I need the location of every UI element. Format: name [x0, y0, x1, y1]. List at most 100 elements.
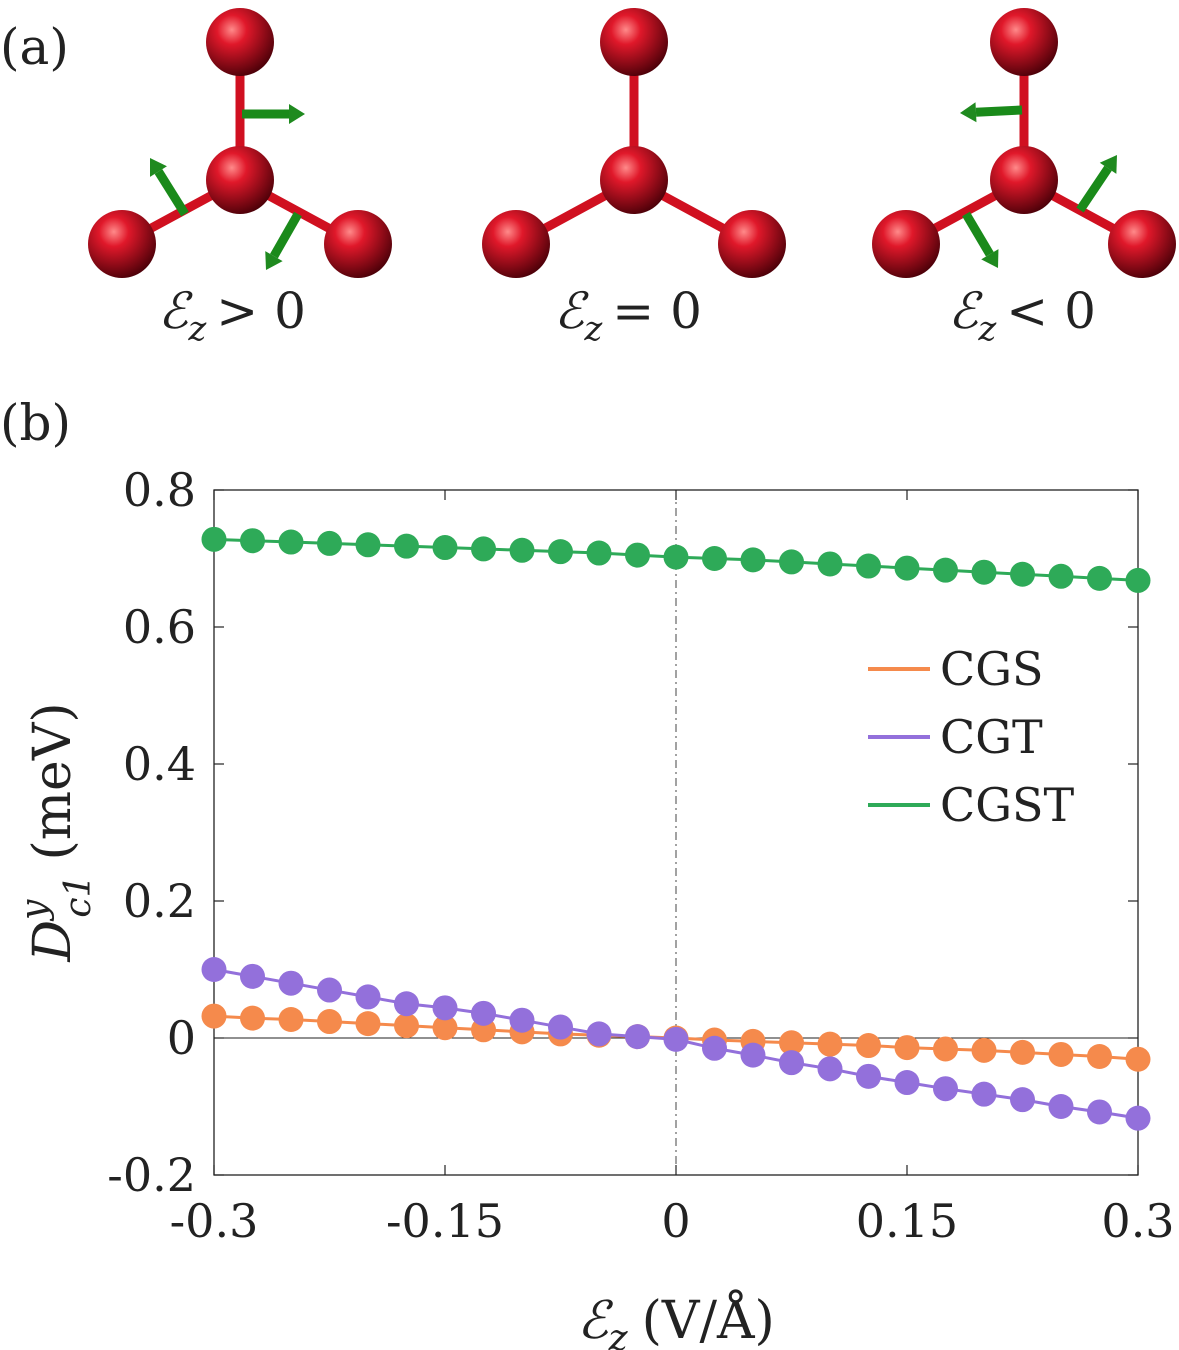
- atom: [990, 8, 1058, 76]
- data-point-cgs: [894, 1035, 920, 1061]
- data-point-cgs: [355, 1011, 381, 1037]
- data-point-cgst: [432, 535, 458, 561]
- data-point-cgst: [933, 557, 958, 583]
- legend: CGS CGT CGST: [868, 642, 1074, 832]
- data-point-cgs: [201, 1003, 227, 1029]
- data-point-cgt: [856, 1063, 881, 1089]
- x-tick-label: 0.3: [1101, 1194, 1174, 1248]
- atom: [990, 146, 1058, 214]
- data-point-cgt: [663, 1026, 689, 1052]
- data-point-cgs: [817, 1031, 843, 1057]
- atom: [324, 210, 392, 278]
- y-tick-label: -0.2: [107, 1148, 196, 1202]
- legend-label-cgt: CGT: [940, 710, 1043, 764]
- data-point-cgs: [278, 1007, 304, 1033]
- atom: [718, 210, 786, 278]
- y-tick-label: 0: [167, 1011, 196, 1065]
- data-point-cgs: [856, 1033, 881, 1059]
- data-point-cgt: [432, 995, 458, 1021]
- atom: [206, 8, 274, 76]
- data-point-cgst: [817, 551, 843, 577]
- data-point-cgs: [1125, 1046, 1151, 1072]
- data-point-cgst: [625, 542, 650, 568]
- data-point-cgst: [548, 539, 573, 565]
- data-point-cgt: [586, 1021, 612, 1047]
- displacement-arrow: [962, 211, 999, 268]
- data-point-cgt: [817, 1056, 843, 1082]
- data-point-cgst: [1087, 565, 1112, 591]
- data-point-cgt: [740, 1042, 766, 1068]
- y-tick-label: 0.2: [123, 874, 196, 928]
- data-point-cgt: [278, 970, 304, 996]
- data-point-cgst: [240, 528, 265, 554]
- data-point-cgt: [509, 1007, 535, 1033]
- atom: [600, 146, 668, 214]
- data-point-cgt: [471, 1000, 496, 1026]
- atom: [482, 210, 550, 278]
- data-point-cgt: [1048, 1094, 1074, 1119]
- data-point-cgst: [471, 536, 496, 562]
- data-point-cgst: [971, 559, 997, 585]
- data-point-cgs: [971, 1037, 997, 1063]
- data-point-cgs: [933, 1036, 958, 1062]
- data-point-cgt: [1125, 1105, 1151, 1131]
- x-tick-label: 0: [661, 1194, 690, 1248]
- data-point-cgst: [1048, 563, 1074, 589]
- data-point-cgs: [1010, 1039, 1035, 1065]
- data-point-cgst: [702, 546, 727, 571]
- data-point-cgst: [317, 530, 342, 556]
- caption-negative-field: ℰz < 0: [948, 282, 1096, 349]
- data-point-cgt: [779, 1050, 804, 1076]
- data-point-cgst: [355, 532, 381, 558]
- data-point-cgst: [1010, 561, 1035, 587]
- caption-positive-field: ℰz > 0: [158, 282, 306, 349]
- atom: [872, 210, 940, 278]
- x-axis-label: ℰz (V/Å): [577, 1289, 775, 1350]
- x-tick-label: -0.3: [170, 1194, 259, 1248]
- data-point-cgs: [394, 1013, 419, 1039]
- series-cgst: [201, 526, 1151, 593]
- data-point-cgst: [894, 555, 920, 581]
- data-point-cgs: [1048, 1041, 1074, 1067]
- data-point-cgt: [548, 1014, 573, 1040]
- data-point-cgst: [856, 553, 881, 579]
- y-tick-label: 0.6: [123, 600, 196, 654]
- data-point-cgst: [509, 537, 535, 563]
- data-point-cgst: [394, 533, 419, 559]
- y-axis-label: Dyc1(meV): [14, 702, 99, 962]
- caption-zero-field: ℰz = 0: [554, 282, 702, 349]
- data-point-cgt: [317, 977, 342, 1003]
- data-point-cgst: [779, 549, 804, 575]
- molecule-negative-field: [872, 8, 1176, 278]
- data-point-cgs: [240, 1005, 265, 1031]
- data-point-cgst: [663, 544, 689, 570]
- y-tick-label: 0.4: [123, 737, 196, 791]
- data-point-cgt: [702, 1035, 727, 1061]
- data-point-cgt: [894, 1070, 920, 1096]
- data-point-cgt: [201, 957, 227, 982]
- legend-label-cgst: CGST: [940, 778, 1074, 832]
- data-point-cgst: [201, 526, 227, 552]
- displacement-arrow: [150, 158, 189, 217]
- y-tick-label: 0.8: [123, 463, 196, 517]
- data-point-cgs: [317, 1009, 342, 1035]
- data-point-cgt: [394, 991, 419, 1017]
- series-layer: [201, 526, 1151, 1131]
- data-point-cgt: [1087, 1099, 1112, 1125]
- atom: [206, 146, 274, 214]
- displacement-arrow: [265, 211, 302, 270]
- displacement-arrow: [1076, 155, 1117, 213]
- data-point-cgst: [740, 547, 766, 573]
- series-cgt: [201, 957, 1151, 1131]
- molecule-positive-field: [88, 8, 392, 278]
- data-point-cgs: [432, 1015, 458, 1041]
- axis-ticks: -0.3 -0.15 0 0.15 0.3 -0.2 0 0.2 0.4 0.6 0.8: [107, 463, 1174, 1248]
- atom: [600, 8, 668, 76]
- plot-axes: -0.3 -0.15 0 0.15 0.3 -0.2 0 0.2 0.4 0.6 0.8: [107, 463, 1174, 1248]
- data-point-cgt: [1010, 1087, 1035, 1113]
- panel-a-label: (a): [0, 18, 69, 76]
- data-point-cgt: [971, 1081, 997, 1107]
- data-point-cgt: [240, 963, 265, 989]
- displacement-arrow: [960, 102, 1023, 123]
